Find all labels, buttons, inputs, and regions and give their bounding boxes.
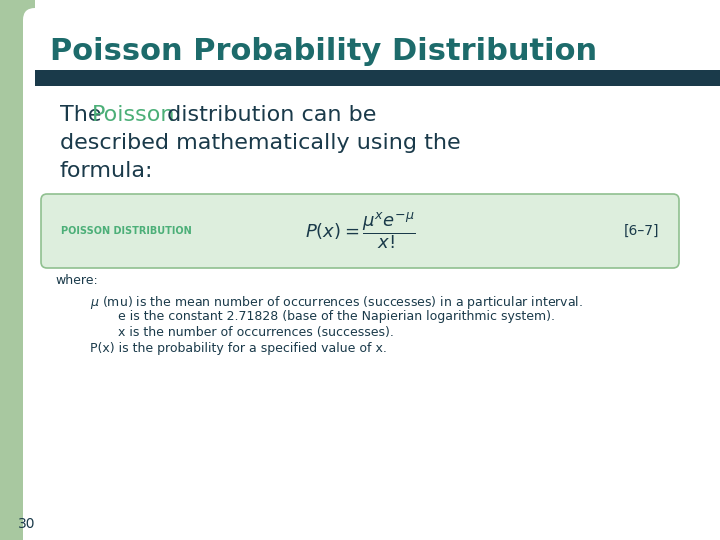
Text: POISSON DISTRIBUTION: POISSON DISTRIBUTION [61, 226, 192, 236]
Bar [35, 0, 720, 70]
Text: The: The [60, 105, 109, 125]
Bar [0, 0, 310, 65]
Text: distribution can be: distribution can be [160, 105, 377, 125]
Text: e is the constant 2.71828 (base of the Napierian logarithmic system).: e is the constant 2.71828 (base of the N… [118, 310, 555, 323]
Text: Poisson Probability Distribution: Poisson Probability Distribution [50, 37, 597, 66]
Text: P(x) is the probability for a specified value of x.: P(x) is the probability for a specified … [90, 342, 387, 355]
Bar [0, 0, 35, 540]
FancyBboxPatch shape [41, 194, 679, 268]
FancyBboxPatch shape [23, 8, 332, 540]
Text: $P(x) = \dfrac{\mu^x e^{-\mu}}{x!}$: $P(x) = \dfrac{\mu^x e^{-\mu}}{x!}$ [305, 211, 415, 251]
Text: x is the number of occurrences (successes).: x is the number of occurrences (successe… [118, 326, 394, 339]
Text: formula:: formula: [60, 161, 153, 181]
Text: described mathematically using the: described mathematically using the [60, 133, 461, 153]
Text: 30: 30 [18, 517, 35, 531]
Text: $\mu$ (mu) is the mean number of occurrences (successes) in a particular interva: $\mu$ (mu) is the mean number of occurre… [90, 294, 583, 311]
Text: Poisson: Poisson [92, 105, 176, 125]
Text: where:: where: [55, 274, 98, 287]
Bar [35, 70, 720, 86]
Text: [6–7]: [6–7] [624, 224, 659, 238]
